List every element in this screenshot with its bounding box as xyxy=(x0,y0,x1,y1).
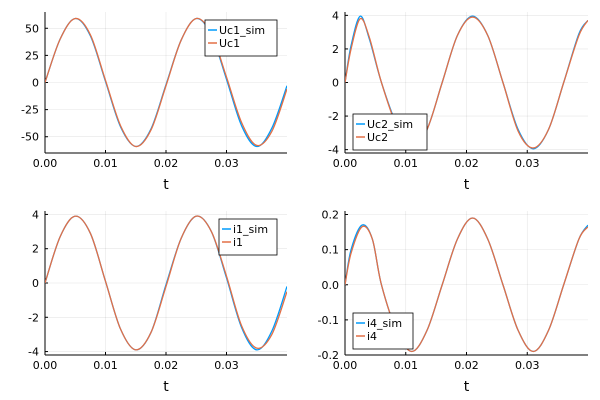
x-tick-label: 0.03 xyxy=(214,157,239,170)
y-tick-label: 4 xyxy=(32,208,39,221)
x-tick-label: 0.00 xyxy=(333,359,358,372)
series-line-Uc1 xyxy=(45,17,287,148)
x-axis-label: t xyxy=(163,177,169,193)
legend-box xyxy=(218,218,278,256)
series-line-Uc2 xyxy=(345,16,588,149)
x-tick-label: 0.01 xyxy=(394,157,419,170)
legend-entry: i1 xyxy=(233,236,243,249)
x-tick-label: 0.01 xyxy=(93,157,118,170)
legend-entry: i4 xyxy=(367,330,377,343)
y-tick-label: 0.2 xyxy=(322,209,340,222)
y-tick-label: 0 xyxy=(32,277,39,290)
x-tick-label: 0.02 xyxy=(154,359,179,372)
y-tick-label: -0.2 xyxy=(318,349,339,362)
x-tick-label: 0.03 xyxy=(515,157,540,170)
y-tick-label: 0.0 xyxy=(322,279,340,292)
y-tick-label: 0 xyxy=(32,77,39,90)
y-tick-label: -0.1 xyxy=(318,314,339,327)
y-tick-label: -2 xyxy=(328,110,339,123)
x-tick-label: 0.03 xyxy=(214,359,239,372)
y-tick-label: 0 xyxy=(332,77,339,90)
legend-entry: i4_sim xyxy=(367,317,402,330)
series-line-i4 xyxy=(345,217,588,353)
x-axis-label: t xyxy=(464,379,470,395)
x-axis-label: t xyxy=(464,177,470,193)
x-tick-label: 0.01 xyxy=(394,359,419,372)
y-tick-label: 2 xyxy=(32,243,39,256)
legend-box xyxy=(204,19,278,57)
x-tick-label: 0.03 xyxy=(515,359,540,372)
legend-entry: Uc1 xyxy=(219,37,240,50)
y-tick-label: -4 xyxy=(28,346,39,359)
x-tick-label: 0.00 xyxy=(33,157,58,170)
legend-entry: Uc2_sim xyxy=(367,118,413,131)
y-tick-label: 25 xyxy=(25,49,39,62)
x-tick-label: 0.00 xyxy=(333,157,358,170)
y-tick-label: 4 xyxy=(332,9,339,22)
x-tick-label: 0.01 xyxy=(93,359,118,372)
x-axis-label: t xyxy=(163,379,169,395)
y-tick-label: -2 xyxy=(28,311,39,324)
y-tick-label: 2 xyxy=(332,43,339,56)
y-tick-label: -25 xyxy=(21,104,39,117)
series-line-i1 xyxy=(45,215,287,351)
y-tick-label: -4 xyxy=(328,144,339,157)
x-tick-label: 0.02 xyxy=(154,157,179,170)
x-tick-label: 0.02 xyxy=(454,157,479,170)
legend-box xyxy=(352,312,414,350)
legend-entry: Uc2 xyxy=(367,131,388,144)
y-tick-label: 50 xyxy=(25,22,39,35)
legend-entry: Uc1_sim xyxy=(219,24,265,37)
y-tick-label: -50 xyxy=(21,131,39,144)
y-tick-label: 0.1 xyxy=(322,244,340,257)
x-tick-label: 0.00 xyxy=(33,359,58,372)
legend-entry: i1_sim xyxy=(233,223,268,236)
legend-box xyxy=(352,113,428,151)
x-tick-label: 0.02 xyxy=(454,359,479,372)
subplot-4: 0.00 0.01 0.02 0.03 -0.2 -0.1 0.0 0.1 0.2 t i4_sim… xyxy=(318,209,588,395)
